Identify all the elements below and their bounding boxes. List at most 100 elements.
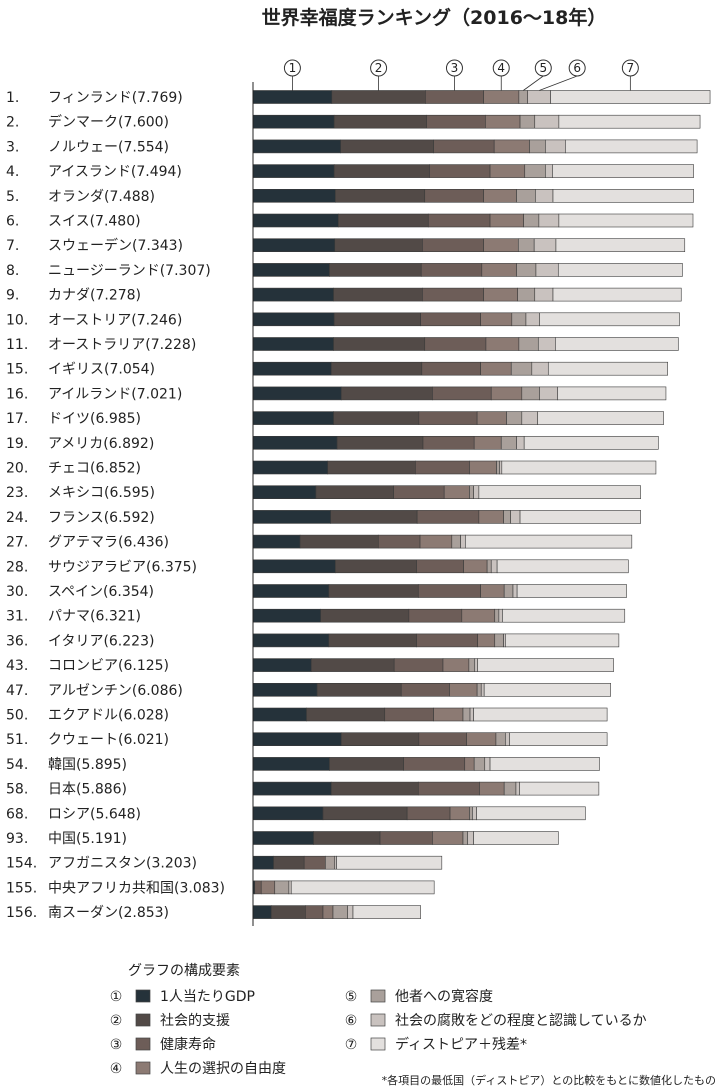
bar-segment-4	[432, 831, 464, 845]
bar-segment-2	[329, 263, 422, 277]
bar-segment-1	[252, 263, 330, 277]
bar-segment-7	[558, 114, 701, 129]
bar-segment-5	[503, 584, 514, 598]
country-label: 中国(5.191)	[48, 831, 127, 847]
bar-segment-7	[489, 757, 600, 771]
bar-segment-4	[480, 361, 512, 376]
legend-label: 社会の腐敗をどの程度と認識しているか	[395, 1012, 647, 1029]
bar-segment-7	[290, 880, 435, 895]
bar-segment-2	[322, 806, 408, 821]
rank-label: 23.	[6, 485, 28, 501]
country-label: グアテマラ(6.436)	[48, 535, 169, 551]
marker-number: 1	[289, 61, 297, 75]
rank-label: 156.	[6, 905, 37, 921]
bar-segment-5	[469, 806, 473, 821]
country-label: イギリス(7.054)	[48, 362, 155, 378]
bar-segment-7	[555, 238, 686, 252]
marker-7: 7	[621, 59, 639, 91]
rank-label: 58.	[6, 782, 28, 798]
legend-swatch	[135, 1061, 151, 1075]
bar-segment-2	[340, 139, 434, 154]
bar-segment-5	[506, 411, 523, 425]
rank-label: 1.	[6, 90, 19, 106]
legend-item-3: ③ 健康寿命	[110, 1036, 216, 1053]
bar-segment-3	[305, 905, 324, 919]
rank-label: 6.	[6, 214, 19, 230]
bar-segment-2	[310, 658, 395, 672]
bar-segment-4	[493, 139, 530, 154]
marker-4: 4	[492, 59, 510, 91]
bar-segment-2	[337, 213, 429, 228]
bar-segment-3	[377, 534, 421, 549]
bar-segment-2	[340, 732, 420, 747]
country-label: アイルランド(7.021)	[48, 386, 182, 402]
bar-segment-6	[538, 213, 560, 228]
bar-segment-4	[489, 213, 524, 228]
bar-segment-3	[406, 806, 451, 821]
chart-row: 11. オーストラリア(7.228)	[6, 337, 679, 353]
bar-segment-2	[306, 707, 386, 722]
bar-segment-3	[427, 213, 491, 228]
rank-label: 5.	[6, 189, 19, 205]
bar-segment-2	[333, 312, 421, 327]
country-label: 日本(5.886)	[48, 782, 127, 798]
chart-row: 19. アメリカ(6.892)	[6, 435, 659, 452]
legend-swatch	[135, 1037, 151, 1051]
bar-segment-1	[252, 114, 335, 129]
chart-row: 4. アイスランド(7.494)	[6, 164, 694, 180]
chart-title: 世界幸福度ランキング（2016〜18年）	[262, 6, 607, 29]
bar-segment-5	[519, 114, 536, 129]
bar-segment-4	[483, 189, 517, 203]
chart-row: 6. スイス(7.480)	[6, 213, 694, 230]
bar-segment-3	[416, 510, 480, 524]
bar-segment-2	[315, 485, 394, 500]
legend-item-5: ⑤ 他者への寛容度	[345, 988, 493, 1005]
bar-segment-6	[516, 435, 525, 450]
bar-segment-5	[486, 559, 492, 574]
bar-segment-7	[465, 534, 633, 549]
bar-segment-1	[252, 732, 342, 747]
bar-segment-5	[503, 781, 517, 796]
bar-segment-3	[418, 411, 478, 425]
country-label: 南スーダン(2.853)	[48, 905, 169, 921]
bar-segment-5	[473, 757, 486, 771]
bar-segment-4	[483, 90, 520, 104]
rank-label: 2.	[6, 115, 19, 131]
bar-segment-5	[517, 287, 536, 302]
legend-label: ディストピア＋残差*	[395, 1036, 527, 1053]
bar-segment-1	[252, 707, 307, 722]
marker-number: 2	[375, 61, 383, 75]
rank-label: 16.	[6, 386, 28, 402]
chart-row: 30. スペイン(6.354)	[6, 584, 627, 600]
bar-segment-3	[416, 559, 464, 574]
bar-segment-5	[451, 534, 461, 549]
bar-segment-3	[422, 287, 484, 302]
legend-label: 他者への寛容度	[395, 988, 493, 1005]
bar-segment-5	[500, 435, 517, 450]
chart-row: 31. パナマ(6.321)	[6, 608, 626, 625]
bar-segment-4	[461, 608, 496, 623]
bar-segment-7	[516, 584, 627, 598]
chart-row: 36. イタリア(6.223)	[6, 633, 620, 649]
bar-segment-4	[481, 263, 517, 277]
chart-row: 8. ニュージーランド(7.307)	[6, 263, 683, 279]
bar-segment-6	[512, 584, 518, 598]
bar-segment-1	[252, 855, 274, 870]
bar-segment-3	[429, 164, 491, 178]
rank-label: 8.	[6, 263, 19, 279]
chart-row: 2. デンマーク(7.600)	[6, 114, 701, 131]
bar-segment-1	[252, 584, 330, 598]
bar-segment-5	[469, 485, 474, 500]
bar-segment-3	[303, 855, 326, 870]
bar-segment-5	[462, 707, 471, 722]
marker-5: 5	[523, 59, 552, 91]
chart-row: 10. オーストリア(7.246)	[6, 312, 680, 328]
bar-segment-4	[480, 584, 505, 598]
chart-row: 54. 韓国(5.895)	[6, 757, 600, 773]
bar-segment-5	[494, 633, 504, 648]
bar-segment-3	[420, 263, 483, 277]
bar-segment-2	[327, 460, 416, 475]
legend-marker: ①	[110, 989, 123, 1005]
bar-segment-3	[421, 361, 481, 376]
country-label: オランダ(7.488)	[48, 189, 155, 205]
